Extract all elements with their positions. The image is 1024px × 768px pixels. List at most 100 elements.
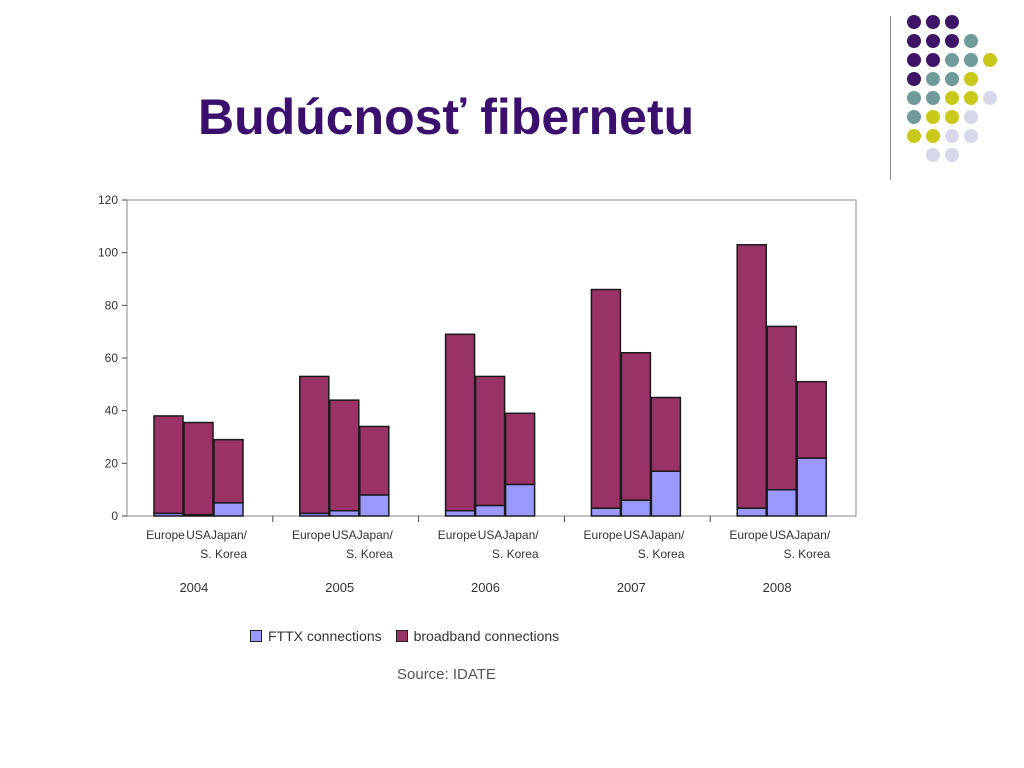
y-tick-label: 0 bbox=[111, 509, 118, 523]
x-category-label: S. Korea bbox=[200, 547, 247, 561]
decor-dot bbox=[945, 110, 959, 124]
bar-fttx bbox=[330, 511, 359, 516]
bar-fttx bbox=[446, 511, 475, 516]
bar-fttx bbox=[506, 484, 535, 516]
bar-fttx bbox=[621, 500, 650, 516]
decor-dot bbox=[907, 15, 921, 29]
bar-fttx bbox=[737, 508, 766, 516]
bar-broadband bbox=[214, 440, 243, 503]
decor-dot bbox=[945, 129, 959, 143]
decor-dot bbox=[964, 91, 978, 105]
x-group-label: 2007 bbox=[617, 580, 646, 595]
y-tick-label: 100 bbox=[98, 246, 118, 260]
decor-dot bbox=[907, 53, 921, 67]
bar-broadband bbox=[506, 413, 535, 484]
bar-broadband bbox=[476, 376, 505, 505]
legend-swatch-fttx bbox=[250, 630, 262, 642]
decor-dot bbox=[926, 129, 940, 143]
bar-fttx bbox=[591, 508, 620, 516]
legend-label-broadband: broadband connections bbox=[414, 628, 560, 644]
decor-dot bbox=[926, 148, 940, 162]
decor-dot bbox=[926, 53, 940, 67]
slide-title: Budúcnosť fibernetu bbox=[198, 88, 694, 146]
decor-dot bbox=[926, 15, 940, 29]
bar-broadband bbox=[446, 334, 475, 510]
bar-broadband bbox=[767, 326, 796, 489]
x-category-label: S. Korea bbox=[638, 547, 685, 561]
decor-dot bbox=[945, 34, 959, 48]
bar-broadband bbox=[651, 398, 680, 472]
bar-broadband bbox=[360, 426, 389, 494]
x-category-label: Europe bbox=[729, 528, 768, 542]
bar-broadband bbox=[330, 400, 359, 511]
bar-broadband bbox=[621, 353, 650, 500]
decor-dot bbox=[945, 53, 959, 67]
title-divider bbox=[890, 16, 891, 180]
y-tick-label: 60 bbox=[105, 351, 119, 365]
x-category-label: USA bbox=[478, 528, 503, 542]
chart-legend: FTTX connections broadband connections bbox=[250, 628, 559, 644]
x-group-label: 2005 bbox=[325, 580, 354, 595]
legend-swatch-broadband bbox=[396, 630, 408, 642]
x-category-label: Europe bbox=[292, 528, 331, 542]
x-category-label: Europe bbox=[584, 528, 623, 542]
x-category-label: S. Korea bbox=[783, 547, 830, 561]
decor-dot bbox=[983, 91, 997, 105]
x-category-label: Europe bbox=[146, 528, 185, 542]
bar-fttx bbox=[360, 495, 389, 516]
x-category-label: S. Korea bbox=[346, 547, 393, 561]
decor-dot bbox=[945, 91, 959, 105]
x-category-label: Japan/ bbox=[794, 528, 831, 542]
bar-broadband bbox=[300, 376, 329, 513]
bar-broadband bbox=[737, 245, 766, 508]
decorative-dots bbox=[905, 12, 1015, 172]
decor-dot bbox=[907, 91, 921, 105]
x-category-label: USA bbox=[769, 528, 794, 542]
decor-dot bbox=[983, 53, 997, 67]
bar-broadband bbox=[797, 382, 826, 458]
decor-dot bbox=[964, 72, 978, 86]
bar-fttx bbox=[214, 503, 243, 516]
x-category-label: Japan/ bbox=[503, 528, 540, 542]
bar-broadband bbox=[591, 290, 620, 509]
x-group-label: 2008 bbox=[763, 580, 792, 595]
x-category-label: S. Korea bbox=[492, 547, 539, 561]
bar-fttx bbox=[651, 471, 680, 516]
decor-dot bbox=[907, 129, 921, 143]
x-category-label: USA bbox=[624, 528, 649, 542]
decor-dot bbox=[926, 34, 940, 48]
bar-fttx bbox=[476, 505, 505, 516]
chart-source: Source: IDATE bbox=[397, 666, 496, 683]
x-category-label: Japan/ bbox=[648, 528, 685, 542]
decor-dot bbox=[907, 110, 921, 124]
x-category-label: USA bbox=[186, 528, 211, 542]
x-group-label: 2004 bbox=[179, 580, 208, 595]
x-category-label: USA bbox=[332, 528, 357, 542]
y-tick-label: 20 bbox=[105, 456, 119, 470]
decor-dot bbox=[926, 110, 940, 124]
x-group-label: 2006 bbox=[471, 580, 500, 595]
decor-dot bbox=[945, 72, 959, 86]
x-category-label: Japan/ bbox=[357, 528, 394, 542]
bar-fttx bbox=[767, 490, 796, 516]
y-tick-label: 120 bbox=[98, 193, 118, 207]
bar-fttx bbox=[797, 458, 826, 516]
bar-broadband bbox=[184, 423, 213, 515]
y-tick-label: 80 bbox=[105, 298, 119, 312]
decor-dot bbox=[926, 72, 940, 86]
decor-dot bbox=[964, 34, 978, 48]
decor-dot bbox=[907, 34, 921, 48]
decor-dot bbox=[964, 129, 978, 143]
decor-dot bbox=[907, 72, 921, 86]
x-category-label: Japan/ bbox=[211, 528, 248, 542]
decor-dot bbox=[964, 53, 978, 67]
decor-dot bbox=[964, 110, 978, 124]
legend-label-fttx: FTTX connections bbox=[268, 628, 382, 644]
decor-dot bbox=[945, 148, 959, 162]
decor-dot bbox=[945, 15, 959, 29]
bar-broadband bbox=[154, 416, 183, 513]
x-category-label: Europe bbox=[438, 528, 477, 542]
decor-dot bbox=[926, 91, 940, 105]
y-tick-label: 40 bbox=[105, 404, 119, 418]
